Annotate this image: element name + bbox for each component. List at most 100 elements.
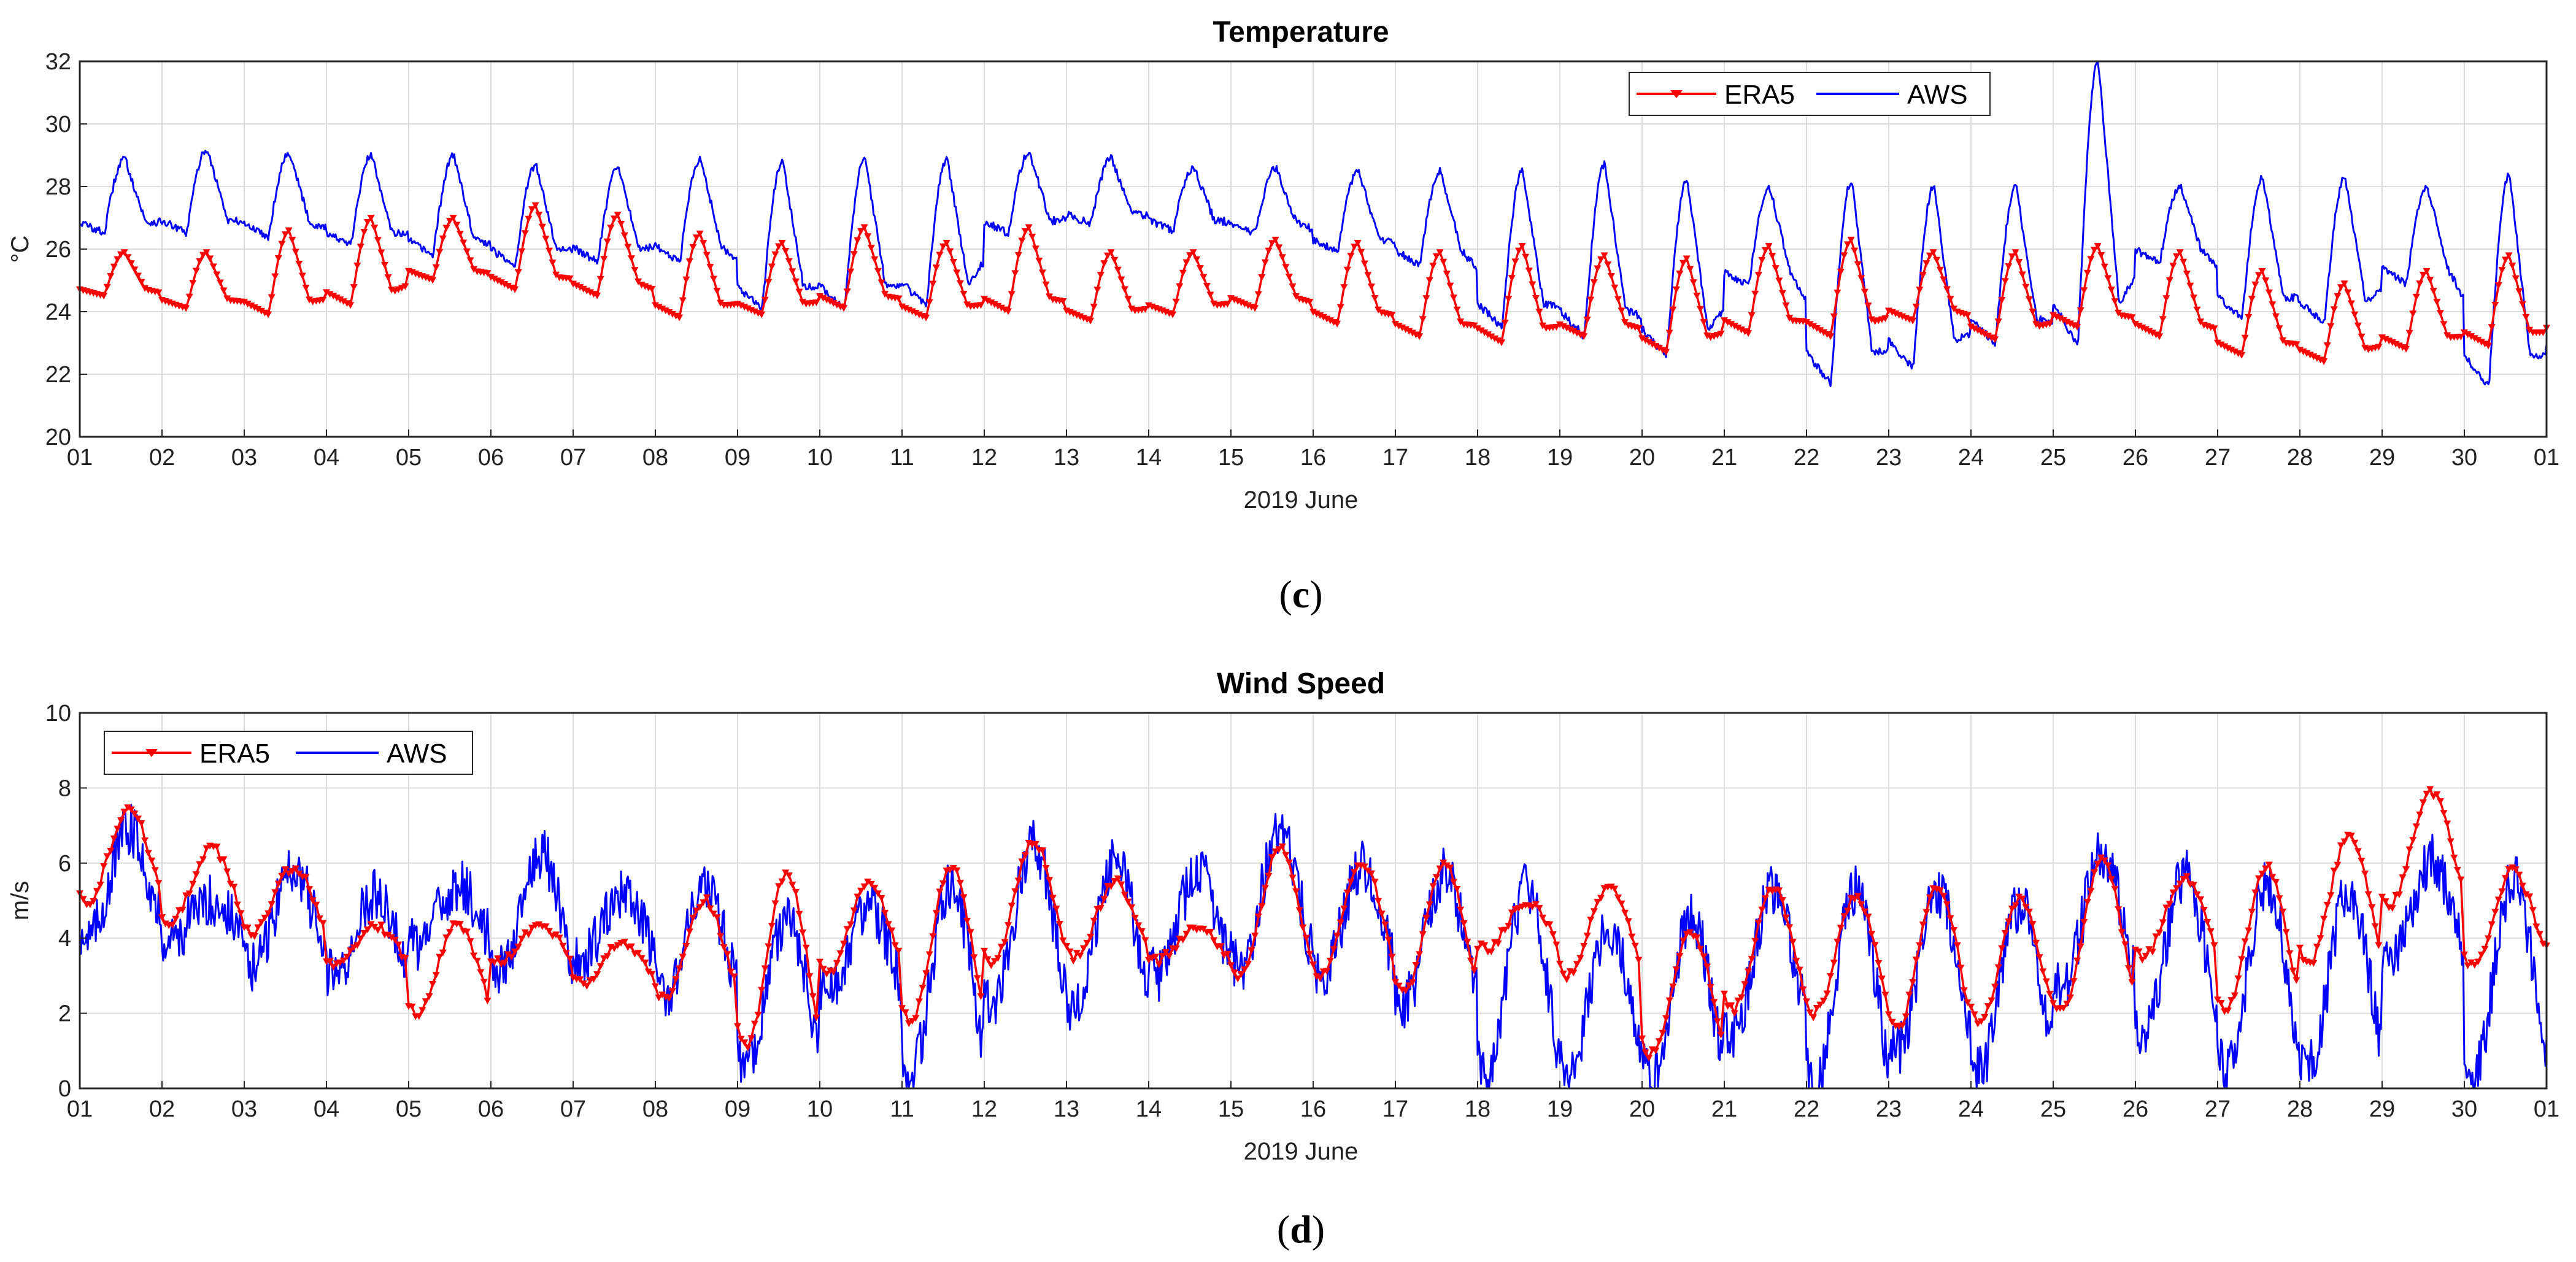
series-point-era5	[1405, 982, 1413, 990]
series-point-era5	[1899, 1022, 1907, 1029]
series-point-era5	[771, 251, 779, 258]
series-point-era5	[1189, 249, 1197, 256]
series-point-era5	[1501, 320, 1509, 327]
series-point-era5	[1412, 331, 1420, 339]
series-point-era5	[644, 968, 652, 975]
series-point-era5	[2381, 898, 2389, 906]
series-point-era5	[2189, 882, 2197, 889]
series-point-era5	[2275, 895, 2283, 902]
series-point-era5	[1505, 296, 1513, 303]
series-point-era5	[384, 274, 392, 282]
series-point-era5	[230, 883, 238, 891]
series-point-era5	[2145, 328, 2153, 335]
series-point-era5	[1727, 321, 1735, 328]
series-point-era5	[2189, 294, 2197, 302]
series-point-era5	[1381, 921, 1389, 929]
series-point-era5	[2197, 896, 2205, 904]
series-point-era5	[652, 983, 659, 990]
x-tick-label: 14	[1136, 1096, 1162, 1122]
series-point-era5	[2255, 875, 2262, 882]
chart-title: Temperature	[1213, 16, 1389, 48]
series-point-era5	[1079, 945, 1087, 952]
series-point-era5	[2262, 865, 2270, 872]
series-point-era5	[1285, 860, 1293, 867]
series-point-era5	[549, 260, 557, 267]
series-point-era5	[285, 227, 293, 234]
series-point-era5	[1046, 877, 1054, 884]
series-point-era5	[1587, 296, 1595, 304]
series-point-era5	[1566, 326, 1574, 334]
series-point-era5	[2050, 1000, 2057, 1007]
series-point-era5	[2464, 331, 2472, 338]
series-point-era5	[377, 249, 385, 256]
series-point-era5	[1837, 269, 1845, 275]
series-point-era5	[1313, 973, 1321, 980]
series-point-era5	[124, 254, 132, 261]
series-point-era5	[922, 314, 930, 321]
series-point-era5	[1501, 926, 1509, 934]
series-point-era5	[1552, 323, 1560, 331]
series-point-era5	[655, 995, 663, 1002]
panel-letter-d: d	[1290, 1207, 1312, 1251]
series-point-era5	[1022, 852, 1029, 860]
series-point-era5	[168, 921, 176, 929]
series-point-era5	[288, 868, 296, 875]
series-point-era5	[2522, 314, 2530, 321]
series-point-era5	[1278, 254, 1286, 261]
series-point-era5	[2059, 317, 2067, 324]
series-point-era5	[1035, 257, 1043, 264]
series-point-era5	[120, 809, 128, 816]
series-point-era5	[812, 1014, 820, 1022]
series-point-era5	[1419, 316, 1427, 323]
series-point-era5	[1964, 999, 1972, 1006]
series-point-era5	[1810, 1014, 1818, 1022]
series-point-era5	[1292, 293, 1300, 300]
series-point-era5	[652, 302, 659, 309]
y-tick-label: 22	[45, 362, 71, 388]
series-point-era5	[1618, 307, 1625, 315]
series-point-era5	[1120, 286, 1128, 293]
series-point-era5	[501, 960, 509, 967]
series-point-era5	[1994, 964, 2002, 971]
x-tick-label: 17	[1382, 445, 1408, 471]
series-point-era5	[898, 1005, 906, 1012]
series-point-era5	[789, 882, 796, 889]
series-point-era5	[484, 998, 492, 1005]
series-point-era5	[2450, 855, 2458, 862]
series-point-era5	[1919, 921, 1927, 929]
series-point-era5	[521, 929, 529, 936]
series-point-era5	[2485, 342, 2493, 350]
series-point-era5	[2388, 905, 2396, 912]
series-point-era5	[2159, 919, 2167, 926]
series-point-era5	[2087, 256, 2095, 263]
series-point-era5	[1141, 937, 1149, 944]
series-point-era5	[1662, 348, 1670, 356]
series-point-era5	[2165, 901, 2173, 908]
series-point-era5	[871, 885, 879, 892]
series-point-era5	[881, 910, 889, 917]
series-layer	[76, 786, 2550, 1090]
series-point-era5	[723, 951, 731, 958]
series-point-era5	[473, 958, 481, 964]
series-point-era5	[1487, 948, 1495, 956]
x-tick-label: 01	[67, 445, 93, 471]
series-point-era5	[1672, 966, 1680, 974]
x-tick-label: 14	[1136, 445, 1162, 471]
series-point-era5	[2494, 896, 2502, 904]
series-point-era5	[480, 979, 488, 986]
series-point-era5	[1648, 341, 1656, 348]
series-point-era5	[1844, 907, 1851, 915]
series-point-era5	[600, 955, 608, 963]
x-tick-label: 07	[560, 445, 586, 471]
series-point-era5	[2436, 310, 2444, 317]
series-point-era5	[1440, 860, 1448, 867]
series-point-era5	[209, 263, 217, 271]
series-point-era5	[2536, 931, 2543, 938]
series-point-era5	[257, 919, 265, 926]
series-point-era5	[1549, 931, 1557, 938]
series-point-era5	[1919, 272, 1927, 279]
series-point-era5	[137, 279, 145, 286]
series-point-era5	[1532, 901, 1540, 908]
series-point-era5	[840, 941, 848, 948]
series-point-era5	[2104, 862, 2112, 869]
